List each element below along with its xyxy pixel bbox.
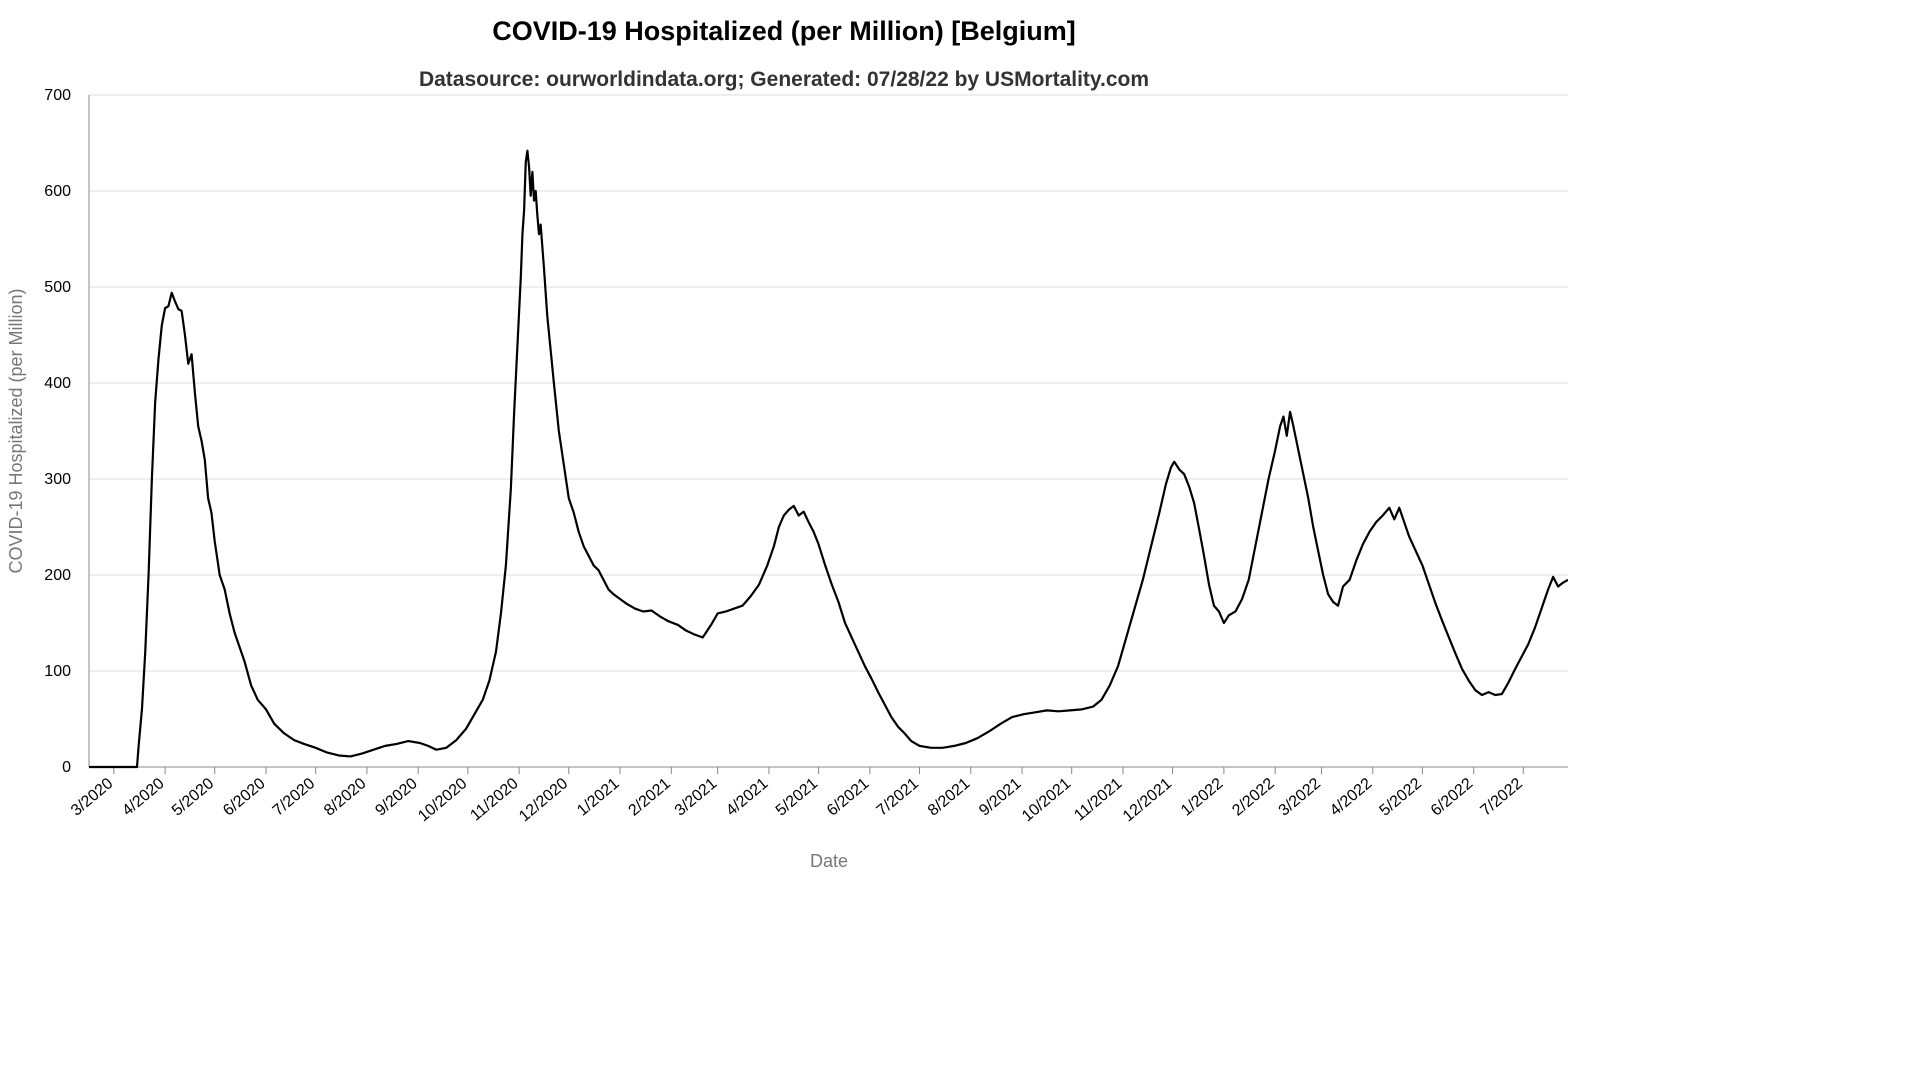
x-tick-label: 5/2021	[773, 775, 821, 820]
x-axis-label: Date	[810, 851, 848, 871]
x-axis-ticks: 3/2020 4/2020 5/2020 6/2020 7/2020 8/2020 9/20…	[68, 767, 1526, 825]
y-tick-label: 300	[44, 471, 71, 488]
y-tick-label: 600	[44, 183, 71, 200]
y-tick-label: 0	[62, 759, 71, 776]
gridlines	[89, 94, 1568, 672]
y-tick-label: 400	[44, 375, 71, 392]
chart-subtitle: Datasource: ourworldindata.org; Generate…	[419, 68, 1149, 91]
x-tick-label: 8/2020	[321, 775, 369, 820]
series-layer	[89, 149, 1568, 769]
x-tick-label: 2/2021	[625, 775, 673, 820]
x-tick-label: 7/2022	[1477, 775, 1525, 820]
x-tick-label: 6/2021	[824, 775, 872, 820]
series-line	[89, 149, 1568, 769]
y-axis-label: COVID-19 Hospitalized (per Million)	[6, 288, 26, 573]
x-tick-label: 5/2020	[169, 775, 217, 820]
x-tick-label: 1/2021	[574, 775, 622, 820]
x-tick-label: 7/2020	[270, 775, 318, 820]
x-tick-label: 10/2020	[415, 775, 470, 825]
x-tick-label: 4/2020	[119, 775, 167, 820]
x-tick-label: 6/2020	[220, 775, 268, 820]
x-tick-label: 2/2022	[1229, 775, 1277, 820]
x-tick-label: 6/2022	[1428, 775, 1476, 820]
x-tick-label: 9/2020	[372, 775, 420, 820]
x-tick-label: 3/2022	[1276, 775, 1324, 820]
x-tick-label: 4/2022	[1327, 775, 1375, 820]
axes	[88, 95, 1568, 768]
x-tick-label: 1/2022	[1178, 775, 1226, 820]
y-tick-label: 200	[44, 567, 71, 584]
chart-title: COVID-19 Hospitalized (per Million) [Bel…	[492, 16, 1076, 46]
x-tick-label: 10/2021	[1019, 775, 1074, 825]
y-tick-label: 100	[44, 663, 71, 680]
x-tick-label: 12/2020	[516, 775, 571, 825]
y-tick-label: 700	[44, 87, 71, 104]
x-tick-label: 8/2021	[925, 775, 973, 820]
x-tick-label: 4/2021	[723, 775, 771, 820]
y-tick-label: 500	[44, 279, 71, 296]
y-axis-ticks: 0 100 200 300 400 500 600 700	[44, 87, 71, 776]
x-tick-label: 3/2020	[68, 775, 116, 820]
x-tick-label: 12/2021	[1120, 775, 1175, 825]
x-tick-label: 5/2022	[1377, 775, 1425, 820]
x-tick-label: 11/2021	[1071, 775, 1125, 825]
chart: COVID-19 Hospitalized (per Million) [Bel…	[6, 16, 1568, 871]
x-tick-label: 11/2020	[467, 775, 521, 825]
x-tick-label: 9/2021	[976, 775, 1024, 820]
x-tick-label: 3/2021	[672, 775, 720, 820]
x-tick-label: 7/2021	[874, 775, 922, 820]
